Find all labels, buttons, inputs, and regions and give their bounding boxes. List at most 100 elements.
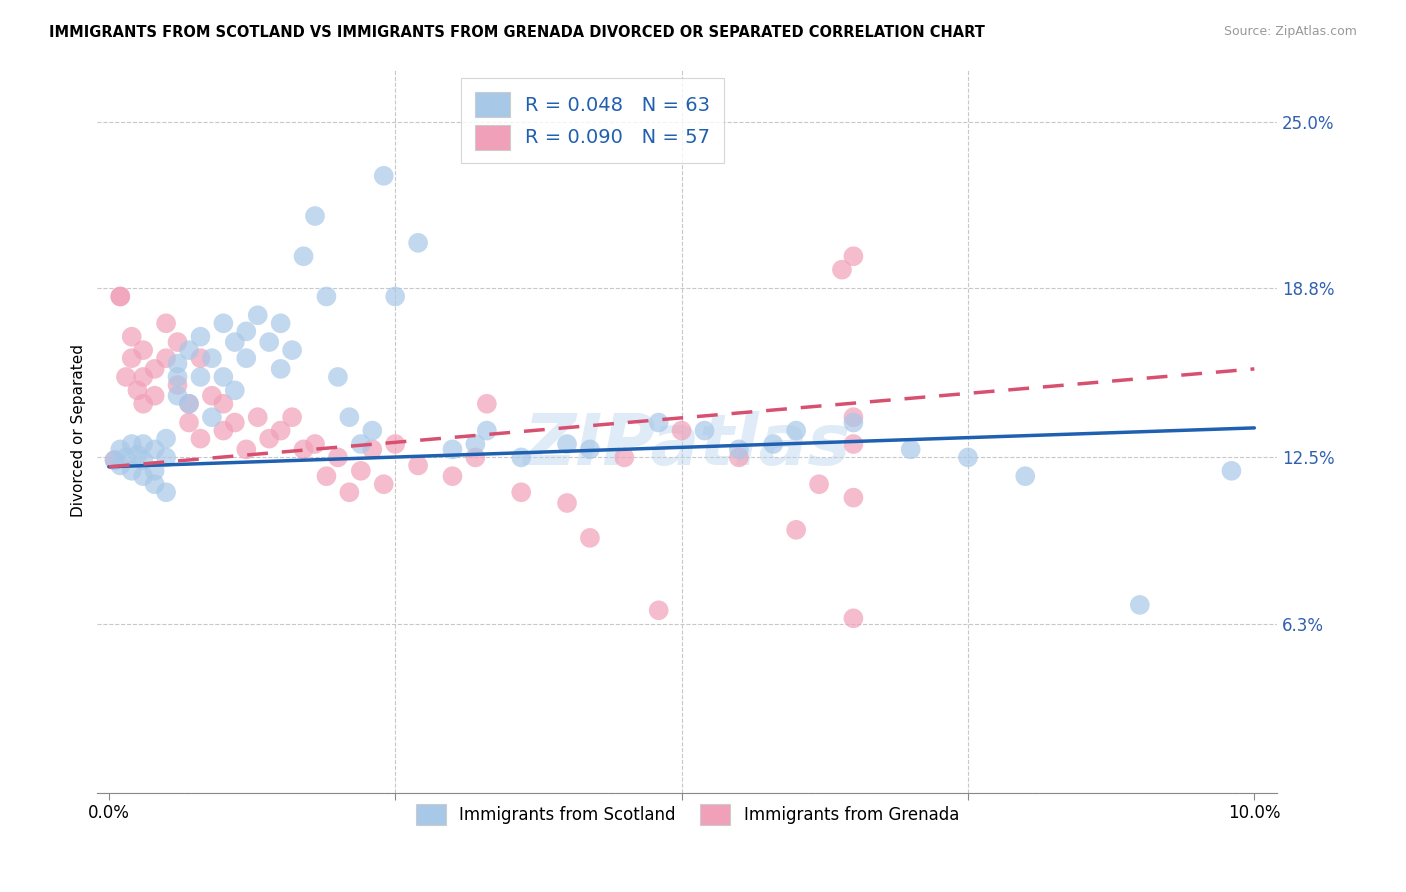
Point [270,316,292,330]
Point [956,450,979,465]
Point [155,432,177,446]
Point [671,424,693,438]
Point [143,477,166,491]
Point [166,389,188,403]
Point [270,362,292,376]
Point [166,334,188,349]
Point [361,424,384,438]
Point [212,424,235,438]
Point [224,416,246,430]
Point [842,410,865,425]
Point [246,308,269,322]
Point [808,477,831,491]
Point [155,316,177,330]
Point [127,384,149,398]
Point [115,450,138,465]
Point [201,389,224,403]
Point [647,416,669,430]
Point [235,442,257,457]
Point [900,442,922,457]
Point [190,370,212,384]
Legend: Immigrants from Scotland, Immigrants from Grenada: Immigrants from Scotland, Immigrants fro… [405,794,969,835]
Point [212,397,235,411]
Point [155,450,177,465]
Point [166,357,188,371]
Point [785,424,807,438]
Point [373,477,395,491]
Point [406,458,429,473]
Point [201,351,224,366]
Point [304,209,326,223]
Point [728,450,751,465]
Point [361,442,384,457]
Point [842,491,865,505]
Point [281,343,304,358]
Point [555,437,578,451]
Point [246,410,269,425]
Point [177,343,200,358]
Point [132,343,155,358]
Point [1014,469,1036,483]
Point [842,416,865,430]
Point [110,289,132,303]
Point [842,437,865,451]
Point [212,316,235,330]
Point [121,351,143,366]
Point [190,432,212,446]
Point [103,453,125,467]
Point [728,442,751,457]
Point [127,448,149,462]
Point [842,611,865,625]
Point [337,410,360,425]
Point [257,432,280,446]
Point [441,469,464,483]
Point [235,324,257,338]
Point [613,450,636,465]
Point [464,450,486,465]
Point [212,370,235,384]
Point [143,464,166,478]
Point [475,397,498,411]
Point [785,523,807,537]
Point [103,453,125,467]
Point [475,424,498,438]
Point [121,437,143,451]
Point [315,289,337,303]
Point [579,531,602,545]
Point [326,370,349,384]
Point [155,351,177,366]
Text: IMMIGRANTS FROM SCOTLAND VS IMMIGRANTS FROM GRENADA DIVORCED OR SEPARATED CORREL: IMMIGRANTS FROM SCOTLAND VS IMMIGRANTS F… [49,25,986,40]
Point [110,289,132,303]
Point [132,397,155,411]
Point [292,442,315,457]
Point [121,464,143,478]
Point [337,485,360,500]
Point [110,442,132,457]
Point [647,603,669,617]
Point [464,437,486,451]
Point [132,437,155,451]
Point [842,249,865,263]
Text: Source: ZipAtlas.com: Source: ZipAtlas.com [1223,25,1357,38]
Point [132,370,155,384]
Point [373,169,395,183]
Point [257,334,280,349]
Point [121,329,143,343]
Point [235,351,257,366]
Point [304,437,326,451]
Point [177,397,200,411]
Point [166,378,188,392]
Point [143,442,166,457]
Point [190,351,212,366]
Point [115,370,138,384]
Point [1129,598,1152,612]
Point [326,450,349,465]
Point [510,485,533,500]
Point [406,235,429,250]
Point [831,262,853,277]
Point [384,289,406,303]
Point [350,437,373,451]
Point [315,469,337,483]
Point [224,384,246,398]
Point [177,397,200,411]
